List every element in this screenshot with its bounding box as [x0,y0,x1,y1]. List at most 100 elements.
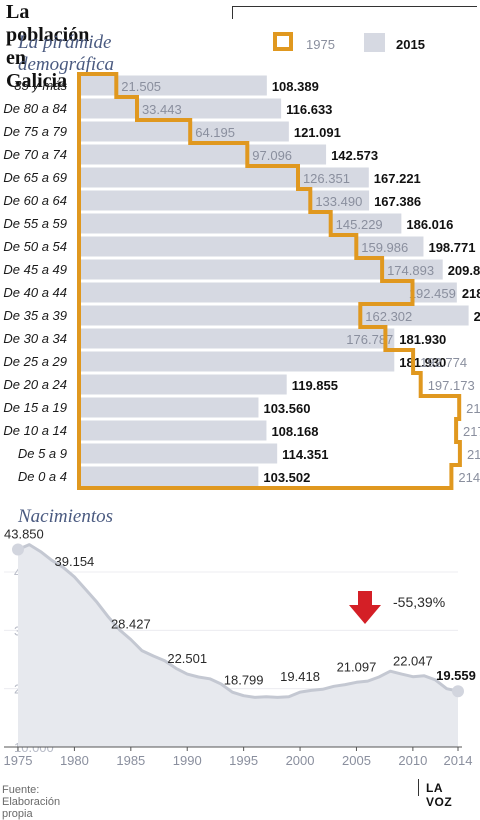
value-label-1975: 219.370 [466,401,480,416]
value-label-1975: 162.302 [365,309,412,324]
x-tick-label: 1975 [4,753,33,768]
point-label: 43.850 [4,527,44,542]
births-area [18,544,458,747]
publisher-logo: LA VOZ [426,781,453,809]
value-label-2015: 181.930 [399,332,446,347]
value-label-2015: 186.016 [406,217,453,232]
value-label-2015: 121.091 [294,125,341,140]
value-label-1975: 192.774 [420,355,467,370]
age-group-label: De 25 a 29 [3,354,67,369]
x-tick-label: 2005 [342,753,371,768]
age-group-label: De 65 a 69 [3,170,67,185]
value-label-1975: 192.459 [409,286,456,301]
births-chart: 10.00020.00030.00040.00043.85039.15428.4… [4,527,476,768]
age-group-label: De 30 a 34 [3,331,67,346]
point-label: 19.418 [280,669,320,684]
data-point [452,685,464,698]
value-label-2015: 116.633 [286,102,332,117]
age-group-label: 85 y más [14,78,67,93]
value-label-1975: 219.821 [467,447,480,462]
bar-2015 [79,75,267,96]
age-group-label: De 45 a 49 [3,262,67,277]
x-tick-label: 1985 [116,753,145,768]
down-arrow-icon [349,591,381,624]
births-subtitle: Nacimientos [18,506,113,527]
value-label-1975: 126.351 [303,171,350,186]
age-group-label: De 40 a 44 [3,285,67,300]
point-label: 19.559 [436,668,476,683]
value-label-1975: 21.505 [121,79,161,94]
value-label-1975: 176.787 [346,332,393,347]
point-label: 18.799 [224,673,264,688]
source-note: Fuente: Elaboración propia [2,784,61,820]
legend-swatch-2015 [364,33,385,52]
value-label-1975: 97.096 [252,148,292,163]
bar-2015 [79,282,457,303]
age-group-label: De 0 a 4 [18,469,67,484]
value-label-1975: 159.986 [361,240,408,255]
change-annotation: -55,39% [393,594,445,610]
age-group-label: De 50 a 54 [3,239,67,254]
age-group-label: De 60 a 64 [3,193,67,208]
value-label-2015: 103.502 [263,470,310,485]
point-label: 39.154 [55,554,95,569]
bar-2015 [79,397,259,418]
data-point [12,543,24,556]
age-group-label: De 70 a 74 [3,147,67,162]
value-label-2015: 167.386 [374,194,421,209]
bar-2015 [79,374,287,395]
page-title: La población en Galicia [6,1,90,92]
bar-2015 [79,351,395,372]
bar-2015 [79,190,370,211]
value-label-2015: 103.560 [263,401,310,416]
x-tick-label: 1995 [229,753,258,768]
bar-2015 [79,305,469,326]
legend-label-2015: 2015 [396,37,425,52]
value-label-1975: 214.875 [458,470,480,485]
value-label-1975: 133.490 [315,194,362,209]
age-group-label: De 35 a 39 [3,308,67,323]
age-group-label: De 15 a 19 [3,400,67,415]
value-label-1975: 145.229 [336,217,383,232]
value-label-2015: 119.855 [292,378,338,393]
value-label-2015: 108.168 [271,424,318,439]
age-group-label: De 5 a 9 [18,446,67,461]
x-tick-label: 2000 [286,753,315,768]
value-label-2015: 224.823 [474,309,480,324]
x-tick-label: 2010 [398,753,427,768]
bar-2015 [79,420,267,441]
age-group-label: De 55 a 59 [3,216,67,231]
point-label: 22.501 [167,651,207,666]
x-tick-label: 1980 [60,753,89,768]
bar-2015 [79,259,443,280]
point-label: 28.427 [111,617,151,632]
age-group-label: De 20 a 24 [3,377,67,392]
value-label-1975: 33.443 [142,102,182,117]
x-tick-label: 1990 [173,753,202,768]
age-group-label: De 75 a 79 [3,124,67,139]
bar-2015 [79,466,259,487]
value-label-2015: 108.389 [272,79,319,94]
pyramid-chart: 85 y más 108.389 21.505 De 80 a 84 116.633 33… [3,72,480,490]
value-label-1975: 217.574 [463,424,480,439]
point-label: 21.097 [337,659,377,674]
value-label-2015: 198.771 [428,240,475,255]
age-group-label: De 10 a 14 [3,423,67,438]
bar-2015 [79,236,424,257]
legend-swatch-1975 [273,32,293,51]
value-label-1975: 174.893 [387,263,434,278]
point-label: 22.047 [393,654,433,669]
value-label-2015: 142.573 [331,148,378,163]
bar-2015 [79,98,282,119]
legend-label-1975: 1975 [306,37,335,52]
value-label-1975: 197.173 [428,378,475,393]
births-line [17,543,459,699]
x-tick-label: 2014 [444,753,473,768]
bar-2015 [79,213,402,234]
bar-2015 [79,328,395,349]
bar-2015 [79,443,278,464]
pyramid-subtitle: La pirámide demográfica [18,32,115,75]
value-label-2015: 114.351 [282,447,328,462]
value-label-2015: 167.221 [374,171,421,186]
value-label-2015: 218.024 [462,286,480,301]
